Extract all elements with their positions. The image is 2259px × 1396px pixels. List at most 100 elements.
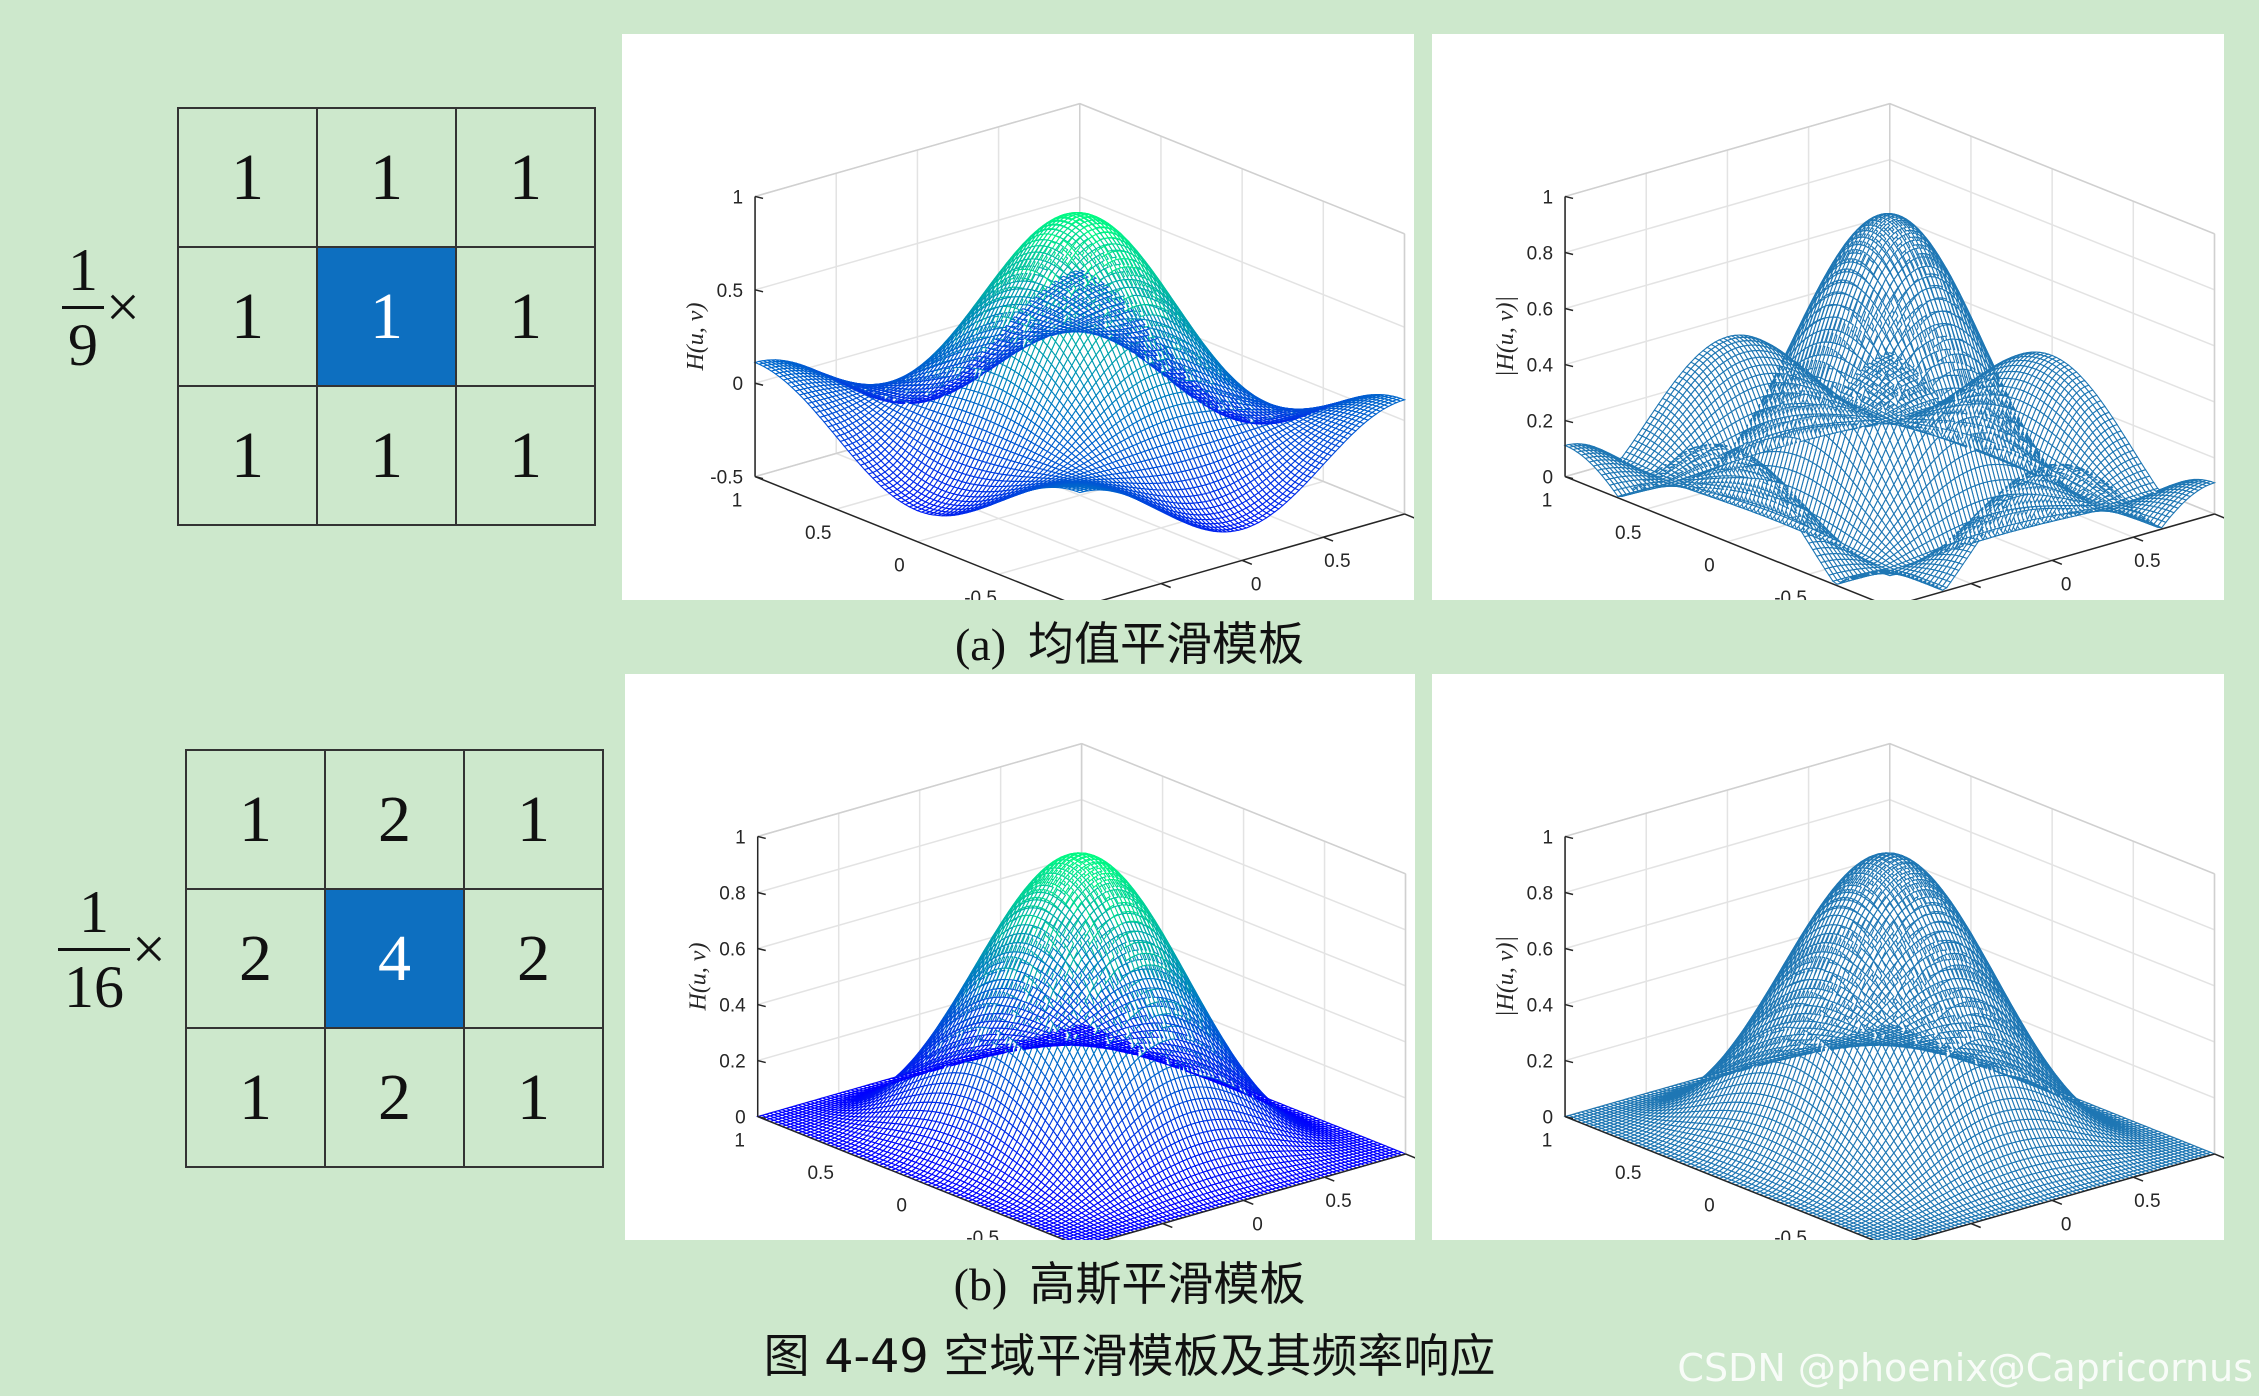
x-tick-label: 0.5 xyxy=(2134,551,2160,572)
z-tick-label: 1 xyxy=(1542,827,1553,848)
box-edge xyxy=(1081,742,1406,875)
x-tick xyxy=(1323,536,1334,542)
z-tick xyxy=(757,891,766,896)
x-tick-label: 1 xyxy=(1414,1168,1415,1189)
z-tick xyxy=(1564,891,1574,896)
box-edge xyxy=(757,742,1082,838)
fraction-numerator: 1 xyxy=(73,882,115,948)
plot-a-mean-abs-response: -1-0.500.51-1-0.500.5100.20.40.60.81uv|H… xyxy=(1432,34,2224,600)
z-tick xyxy=(754,382,764,386)
kernel-cell: 2 xyxy=(326,1029,465,1168)
x-tick xyxy=(2051,559,2063,565)
z-tick xyxy=(1564,307,1574,312)
x-tick-label: 0.5 xyxy=(1325,1191,1351,1212)
x-tick xyxy=(2214,1153,2224,1159)
y-axis-line xyxy=(757,1115,1067,1240)
x-tick xyxy=(1241,559,1253,565)
z-tick xyxy=(757,1003,766,1008)
kernel-cell: 1 xyxy=(187,751,326,890)
kernel-center-cell: 1 xyxy=(318,248,457,387)
y-axis-label: v xyxy=(1753,1236,1764,1240)
x-tick xyxy=(2214,513,2224,519)
z-tick-label: 0.2 xyxy=(719,1052,745,1073)
box-edge xyxy=(1564,742,1890,838)
y-axis-label: v xyxy=(945,1236,956,1240)
z-tick xyxy=(1564,251,1574,256)
x-tick-label: -0.5 xyxy=(1159,598,1192,600)
plot-a-mean-response: -1-0.500.51-1-0.500.51-0.500.51uvH(u, v) xyxy=(622,34,1414,600)
surface-mesh xyxy=(1563,212,2217,591)
caption-a-label: (a) xyxy=(955,619,1006,670)
y-axis-label: v xyxy=(943,596,954,600)
y-tick-label: 0 xyxy=(894,556,905,577)
y-tick-label: -0.5 xyxy=(1774,1228,1807,1240)
plot-b-gaussian-abs-response: -1-0.500.51-1-0.500.5100.20.40.60.81uv|H… xyxy=(1432,674,2224,1240)
z-tick-label: 0.6 xyxy=(719,940,745,961)
x-tick xyxy=(1243,1199,1254,1205)
x-tick xyxy=(1324,1176,1335,1182)
y-tick-label: -0.5 xyxy=(964,588,997,600)
z-tick-label: 0 xyxy=(1542,1108,1553,1129)
x-tick xyxy=(2051,1199,2063,1205)
kernel-a-fraction: 1 9 × xyxy=(62,240,140,375)
z-tick xyxy=(1564,835,1574,840)
x-tick-label: 1 xyxy=(1413,528,1414,549)
y-tick-label: 0.5 xyxy=(807,1163,833,1184)
times-sign: × xyxy=(106,273,140,342)
z-tick-label: -0.5 xyxy=(710,468,743,489)
y-tick-label: 0 xyxy=(1704,1196,1715,1217)
y-tick-label: 0.5 xyxy=(1615,523,1641,544)
watermark: CSDN @phoenix@Capricornus xyxy=(1677,1346,2253,1390)
z-tick-label: 0.6 xyxy=(1527,300,1553,321)
z-axis-label: |H(u, v)| xyxy=(1493,296,1519,377)
kernel-cell: 1 xyxy=(187,1029,326,1168)
y-tick-label: 0 xyxy=(896,1196,907,1217)
z-tick-label: 0.6 xyxy=(1527,940,1553,961)
z-axis-label: H(u, v) xyxy=(683,303,709,372)
x-axis-label: u xyxy=(2006,592,2018,600)
z-tick xyxy=(754,195,764,200)
box-edge xyxy=(1889,102,2215,235)
z-tick-label: 0.2 xyxy=(1527,412,1553,433)
x-tick-label: -0.5 xyxy=(1969,598,2002,600)
plot-b-gaussian-response: -1-0.500.51-1-0.500.5100.20.40.60.81uvH(… xyxy=(625,674,1415,1240)
y-axis-label: v xyxy=(1753,596,1764,600)
kernel-b-fraction: 1 16 × xyxy=(58,882,166,1017)
x-axis-label: u xyxy=(2006,1232,2018,1240)
z-tick-label: 0.8 xyxy=(1527,883,1553,904)
y-tick-label: 1 xyxy=(1542,491,1553,512)
z-tick-label: 0 xyxy=(732,374,743,395)
y-tick-label: -0.5 xyxy=(1774,588,1807,600)
z-tick-label: 0.5 xyxy=(717,281,743,302)
z-tick xyxy=(1564,195,1574,200)
x-tick-label: 0 xyxy=(2061,1214,2072,1235)
z-tick xyxy=(754,475,764,480)
y-tick-label: -0.5 xyxy=(966,1228,999,1240)
y-axis-line xyxy=(1564,1115,1875,1240)
kernel-cell: 1 xyxy=(179,109,318,248)
kernel-cell: 1 xyxy=(465,1029,604,1168)
fraction-bar xyxy=(58,948,130,951)
z-tick xyxy=(1564,1003,1574,1008)
z-tick-label: 0.2 xyxy=(1527,1052,1553,1073)
z-tick-label: 0.8 xyxy=(719,883,745,904)
surface-mesh xyxy=(755,852,1408,1240)
x-tick xyxy=(1970,1222,1981,1229)
fraction-denominator: 9 xyxy=(62,309,104,375)
z-tick-label: 0.8 xyxy=(1527,243,1553,264)
z-axis-label: H(u, v) xyxy=(686,943,712,1012)
z-tick-label: 0 xyxy=(1542,468,1553,489)
box-edge xyxy=(754,102,1080,198)
box-edge xyxy=(1889,742,2215,875)
y-tick-label: 0.5 xyxy=(805,523,831,544)
kernel-center-cell: 4 xyxy=(326,890,465,1029)
y-axis-line xyxy=(1564,475,1875,600)
x-tick-label: 1 xyxy=(2223,528,2224,549)
z-tick-label: 0 xyxy=(735,1108,746,1129)
kernel-cell: 1 xyxy=(457,109,596,248)
times-sign: × xyxy=(132,915,166,984)
x-tick xyxy=(2133,536,2144,542)
box-edge xyxy=(1564,102,1890,198)
